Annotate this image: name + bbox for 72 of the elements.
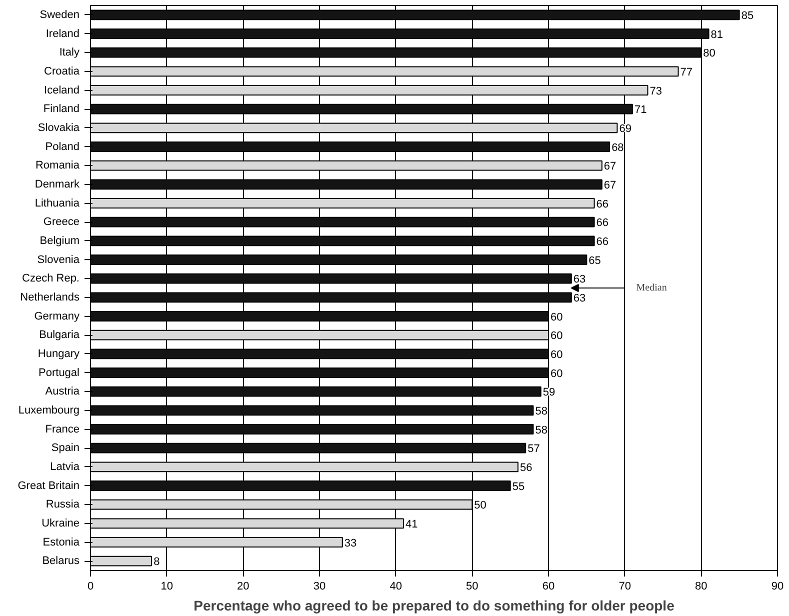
x-tick-label: 70 <box>618 580 631 592</box>
data-label: 85 <box>741 10 754 22</box>
data-label: 67 <box>604 160 616 173</box>
x-tick-label: 90 <box>771 580 784 592</box>
data-label: 59 <box>542 386 556 399</box>
y-tick-label: Latvia <box>50 460 80 473</box>
y-tick-label: Spain <box>51 442 80 454</box>
y-tick-label: Iceland <box>44 84 80 96</box>
y-tick-label: Denmark <box>34 178 80 190</box>
x-tick-label: 10 <box>160 580 173 592</box>
y-tick-label: Austria <box>45 386 80 398</box>
y-tick-label: Sweden <box>40 8 80 21</box>
y-tick-label: Belgium <box>40 234 80 247</box>
data-label: 33 <box>344 537 357 550</box>
data-label: 50 <box>474 500 486 512</box>
y-tick-label: Italy <box>59 46 80 59</box>
x-tick-label: 20 <box>237 580 250 592</box>
x-tick-label: 50 <box>466 580 478 592</box>
y-tick-label: Czech Rep. <box>22 272 80 285</box>
data-label: 60 <box>550 330 563 342</box>
data-label: 8 <box>154 556 160 568</box>
y-tick-label: Germany <box>34 310 80 322</box>
y-tick-label: Romania <box>35 160 80 172</box>
y-tick-label: Greece <box>43 216 80 228</box>
y-tick-label: Portugal <box>38 366 80 379</box>
data-label: 81 <box>710 28 724 41</box>
y-tick-label: Estonia <box>42 536 80 548</box>
data-label: 77 <box>680 66 693 78</box>
data-label: 58 <box>535 405 548 418</box>
data-label: 69 <box>619 122 632 135</box>
annotation: Median <box>636 282 667 294</box>
y-tick-label: France <box>45 423 80 436</box>
data-label: 65 <box>588 254 601 267</box>
data-label: 60 <box>550 348 563 361</box>
data-label: 63 <box>573 292 586 304</box>
data-label: 63 <box>573 274 586 286</box>
y-tick-label: Finland <box>43 103 80 116</box>
x-tick-label: 0 <box>87 580 94 592</box>
data-label: 66 <box>596 236 609 248</box>
y-tick-label: Ireland <box>46 28 80 40</box>
y-tick-label: Belarus <box>42 555 80 568</box>
data-label: 41 <box>405 518 418 530</box>
data-label: 56 <box>520 462 532 474</box>
data-label: 60 <box>550 311 563 324</box>
data-label: 68 <box>612 142 624 154</box>
y-tick-label: Slovenia <box>37 254 80 266</box>
y-tick-label: Lithuania <box>34 197 80 210</box>
data-label: 67 <box>604 179 616 192</box>
data-label: 57 <box>528 443 540 456</box>
data-label: 55 <box>512 480 525 493</box>
y-tick-label: Croatia <box>44 65 80 78</box>
data-label: 66 <box>596 217 609 230</box>
y-tick-label: Ukraine <box>42 517 80 530</box>
data-label: 66 <box>596 198 609 210</box>
x-tick-label: 60 <box>542 580 555 592</box>
y-tick-label: Netherlands <box>20 291 80 304</box>
x-axis-title: Percentage who agreed to be prepared to do something for older people <box>194 598 675 614</box>
y-tick-label: Luxembourg <box>18 404 80 416</box>
data-label: 60 <box>550 368 563 380</box>
x-tick-label: 30 <box>313 580 326 592</box>
y-tick-label: Russia <box>46 498 80 511</box>
data-label: 58 <box>535 424 548 436</box>
y-tick-label: Great Britain <box>18 480 80 492</box>
x-tick-label: 40 <box>390 580 402 592</box>
y-tick-label: Hungary <box>38 348 80 360</box>
data-label: 80 <box>703 48 716 60</box>
y-tick-label: Bulgaria <box>39 329 80 342</box>
y-tick-label: Slovakia <box>38 122 80 134</box>
x-tick-label: 80 <box>695 580 708 592</box>
y-tick-label: Poland <box>45 140 80 153</box>
data-label: 71 <box>634 104 647 116</box>
data-label: 73 <box>650 85 662 98</box>
